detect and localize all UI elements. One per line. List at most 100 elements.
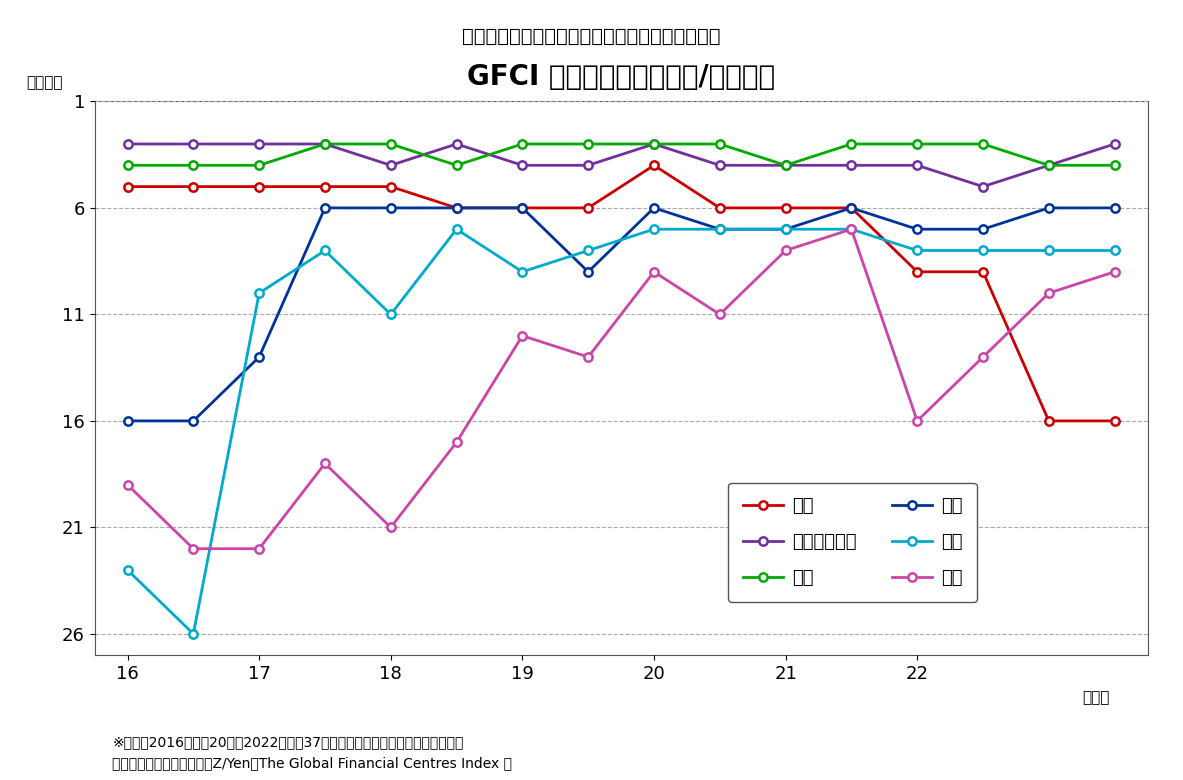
シンガポール <box>450 140 464 149</box>
シンガポール <box>1107 140 1121 149</box>
シンガポール <box>252 140 266 149</box>
シンガポール <box>845 161 859 170</box>
北京 <box>712 225 726 234</box>
シンガポール <box>581 161 595 170</box>
北京 <box>450 225 464 234</box>
東京 <box>712 204 726 213</box>
北京 <box>581 246 595 255</box>
香港 <box>186 161 200 170</box>
東京 <box>186 182 200 191</box>
Text: （年）: （年） <box>1082 690 1110 705</box>
東京 <box>581 204 595 213</box>
Line: 香港: 香港 <box>123 140 1119 169</box>
香港 <box>450 161 464 170</box>
北京 <box>1107 246 1121 255</box>
東京 <box>845 204 859 213</box>
シンガポール <box>1042 161 1056 170</box>
Legend: 東京, シンガポール, 香港, 上海, 北京, 深圳: 東京, シンガポール, 香港, 上海, 北京, 深圳 <box>729 483 977 602</box>
上海 <box>1107 204 1121 213</box>
上海 <box>845 204 859 213</box>
Line: 北京: 北京 <box>123 225 1119 638</box>
上海 <box>647 204 661 213</box>
シンガポール <box>516 161 530 170</box>
東京 <box>450 204 464 213</box>
香港 <box>910 140 924 149</box>
香港 <box>1042 161 1056 170</box>
香港 <box>845 140 859 149</box>
深圳 <box>581 353 595 362</box>
北京 <box>318 246 332 255</box>
香港 <box>976 140 990 149</box>
Line: 上海: 上海 <box>123 204 1119 425</box>
上海 <box>318 204 332 213</box>
深圳 <box>121 480 135 490</box>
北京 <box>121 566 135 575</box>
上海 <box>581 267 595 276</box>
上海 <box>186 417 200 426</box>
東京 <box>976 267 990 276</box>
上海 <box>910 225 924 234</box>
北京 <box>910 246 924 255</box>
Text: （資料）　英シンクタンクZ/Yen「The Global Financial Centres Index 」: （資料） 英シンクタンクZ/Yen「The Global Financial C… <box>112 757 512 771</box>
東京 <box>910 267 924 276</box>
北京 <box>778 225 793 234</box>
Title: GFCI ランキング（アジア/太平洋）: GFCI ランキング（アジア/太平洋） <box>467 62 775 90</box>
東京 <box>1042 417 1056 426</box>
香港 <box>647 140 661 149</box>
シンガポール <box>778 161 793 170</box>
シンガポール <box>121 140 135 149</box>
北京 <box>845 225 859 234</box>
上海 <box>778 225 793 234</box>
上海 <box>252 353 266 362</box>
シンガポール <box>976 182 990 191</box>
北京 <box>647 225 661 234</box>
東京 <box>647 161 661 170</box>
シンガポール <box>712 161 726 170</box>
北京 <box>186 629 200 639</box>
Line: 深圳: 深圳 <box>123 225 1119 553</box>
北京 <box>252 289 266 298</box>
Text: （順位）: （順位） <box>26 76 63 90</box>
シンガポール <box>186 140 200 149</box>
北京 <box>976 246 990 255</box>
東京 <box>778 204 793 213</box>
Text: ※大阪は2016年上期20位、2022年下期37位であり、ランキングは低下している: ※大阪は2016年上期20位、2022年下期37位であり、ランキングは低下してい… <box>112 735 464 749</box>
シンガポール <box>318 140 332 149</box>
北京 <box>516 267 530 276</box>
上海 <box>1042 204 1056 213</box>
深圳 <box>318 459 332 468</box>
深圳 <box>778 246 793 255</box>
香港 <box>712 140 726 149</box>
東京 <box>1107 417 1121 426</box>
香港 <box>318 140 332 149</box>
北京 <box>1042 246 1056 255</box>
東京 <box>121 182 135 191</box>
香港 <box>581 140 595 149</box>
深圳 <box>845 225 859 234</box>
Text: （図表６）国際金融センターインデックス　推移: （図表６）国際金融センターインデックス 推移 <box>463 27 720 46</box>
Line: シンガポール: シンガポール <box>123 140 1119 191</box>
深圳 <box>252 544 266 553</box>
香港 <box>121 161 135 170</box>
シンガポール <box>910 161 924 170</box>
深圳 <box>712 310 726 319</box>
深圳 <box>910 417 924 426</box>
香港 <box>1107 161 1121 170</box>
香港 <box>383 140 397 149</box>
深圳 <box>1107 267 1121 276</box>
東京 <box>318 182 332 191</box>
シンガポール <box>383 161 397 170</box>
香港 <box>516 140 530 149</box>
上海 <box>516 204 530 213</box>
深圳 <box>383 523 397 532</box>
上海 <box>383 204 397 213</box>
上海 <box>121 417 135 426</box>
東京 <box>252 182 266 191</box>
深圳 <box>976 353 990 362</box>
香港 <box>778 161 793 170</box>
深圳 <box>186 544 200 553</box>
深圳 <box>1042 289 1056 298</box>
シンガポール <box>647 140 661 149</box>
上海 <box>976 225 990 234</box>
東京 <box>383 182 397 191</box>
